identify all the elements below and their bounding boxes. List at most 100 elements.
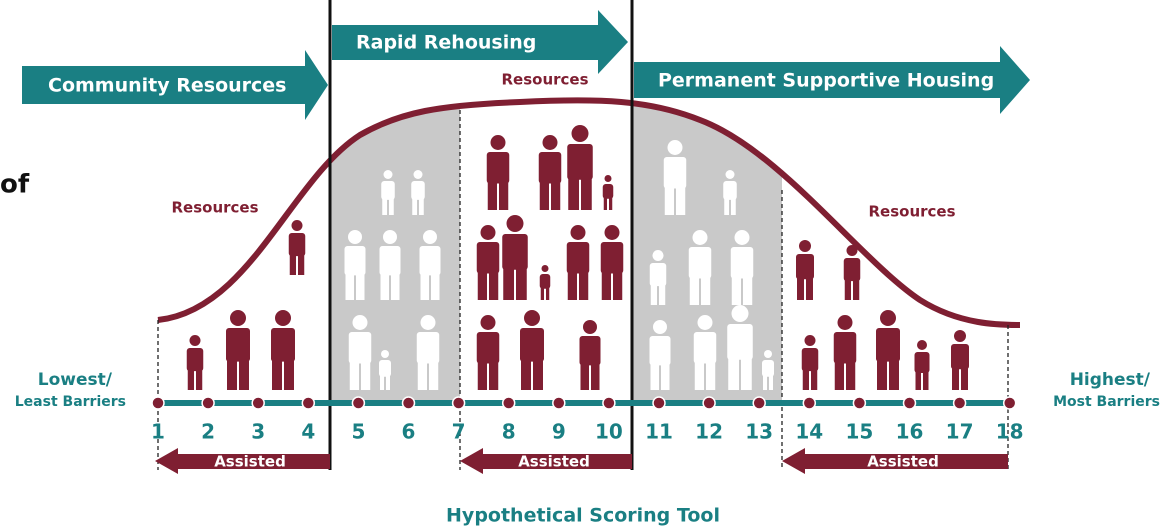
- leg: [741, 356, 752, 390]
- person-icon: [603, 175, 614, 210]
- person-icon: [951, 330, 969, 390]
- head: [732, 305, 749, 322]
- body: [487, 152, 510, 184]
- leg: [533, 358, 543, 390]
- body: [650, 336, 671, 365]
- body: [539, 152, 562, 184]
- scale-dot: [202, 397, 214, 409]
- head: [583, 320, 597, 334]
- head: [954, 330, 966, 342]
- resources-label: Resources: [501, 71, 588, 89]
- head: [653, 250, 664, 261]
- scale-dot: [403, 397, 415, 409]
- arrow-label: Permanent Supportive Housing: [658, 70, 994, 92]
- leg: [540, 180, 549, 210]
- person-icon: [271, 310, 295, 390]
- head: [491, 135, 506, 150]
- head: [421, 315, 436, 330]
- leg: [732, 275, 741, 305]
- head: [353, 315, 368, 330]
- scale-number: 14: [795, 420, 823, 444]
- scale-number: 15: [845, 420, 873, 444]
- leg: [290, 253, 296, 275]
- leg: [478, 360, 487, 390]
- leg: [382, 197, 387, 215]
- scale-number: 7: [452, 420, 466, 444]
- leg: [731, 197, 736, 215]
- leg: [706, 360, 715, 390]
- leg: [381, 272, 390, 300]
- leg: [811, 368, 817, 390]
- body: [380, 246, 401, 275]
- resources-label: Resources: [171, 199, 258, 217]
- leg: [695, 360, 704, 390]
- head: [423, 230, 437, 244]
- head: [805, 335, 816, 346]
- person-icon: [540, 265, 551, 300]
- scale-dot: [954, 397, 966, 409]
- head: [726, 170, 735, 179]
- leg: [845, 278, 851, 300]
- scale-number: 1: [151, 420, 165, 444]
- body: [802, 348, 819, 371]
- head: [917, 340, 927, 350]
- head: [668, 140, 683, 155]
- person-icon: [876, 310, 900, 390]
- low-label: Lowest/: [38, 370, 113, 390]
- body: [694, 332, 717, 364]
- body: [796, 254, 814, 279]
- body: [345, 246, 366, 275]
- body: [477, 242, 500, 274]
- head: [764, 350, 772, 358]
- head: [698, 315, 713, 330]
- leg: [429, 360, 438, 390]
- head: [735, 230, 750, 245]
- body: [650, 263, 667, 286]
- leg: [651, 283, 657, 305]
- leg: [272, 358, 282, 390]
- leg: [298, 253, 304, 275]
- leg: [604, 196, 607, 210]
- person-icon: [915, 340, 930, 390]
- leg: [923, 370, 929, 390]
- leg: [421, 272, 430, 300]
- leg: [803, 368, 809, 390]
- leg: [478, 270, 487, 300]
- scale-number: 10: [595, 420, 623, 444]
- leg: [380, 374, 384, 390]
- leg: [853, 278, 859, 300]
- leg: [835, 360, 844, 390]
- body: [731, 247, 754, 279]
- head: [275, 310, 291, 326]
- body: [226, 328, 250, 362]
- scale-dot: [453, 397, 465, 409]
- leg: [846, 360, 855, 390]
- person-icon: [802, 335, 819, 390]
- body: [417, 332, 440, 364]
- body: [187, 348, 204, 371]
- person-icon: [502, 215, 528, 300]
- head: [542, 265, 549, 272]
- person-icon: [477, 225, 500, 300]
- person-icon: [520, 310, 544, 390]
- scale-dot: [803, 397, 815, 409]
- leg: [284, 358, 294, 390]
- body: [502, 234, 528, 270]
- scale-dot: [853, 397, 865, 409]
- body: [689, 247, 712, 279]
- leg: [488, 180, 497, 210]
- scale-number: 2: [201, 420, 215, 444]
- body: [664, 157, 687, 189]
- scale-dot: [904, 397, 916, 409]
- leg: [188, 368, 194, 390]
- leg: [581, 362, 590, 390]
- leg: [568, 176, 579, 210]
- assisted-label: Assisted: [214, 453, 286, 471]
- head: [481, 315, 496, 330]
- people: [187, 125, 969, 390]
- body: [580, 336, 601, 365]
- scale-number: 13: [745, 420, 773, 444]
- body: [876, 328, 900, 362]
- leg: [877, 358, 887, 390]
- leg: [489, 360, 498, 390]
